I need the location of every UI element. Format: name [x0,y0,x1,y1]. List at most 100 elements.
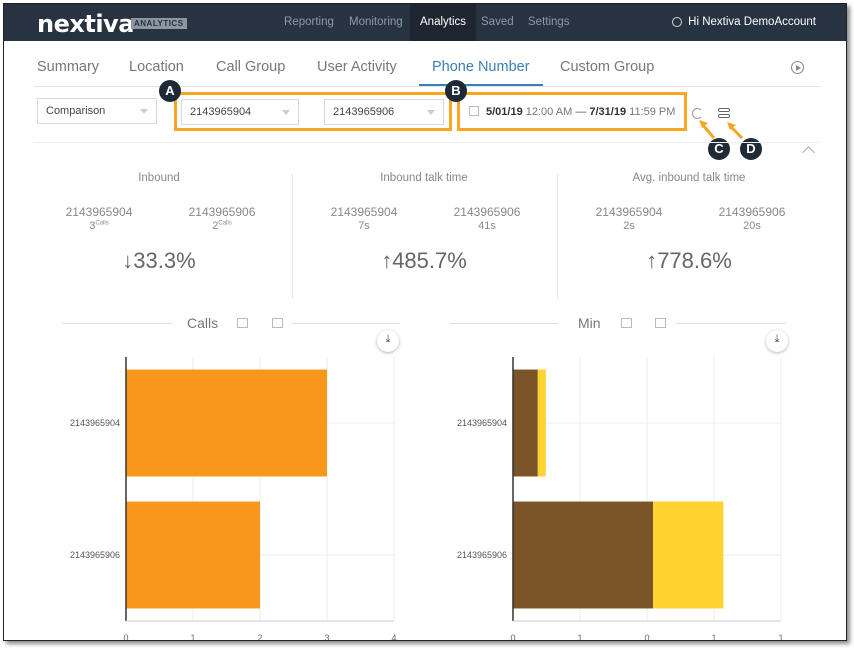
top-nav: nextiva ANALYTICS Reporting Monitoring A… [4,4,846,41]
logo-badge: ANALYTICS [131,18,187,29]
tab-user-activity[interactable]: User Activity [317,59,397,75]
stat-a-value: 7s [358,220,370,232]
bar [126,369,327,477]
nav-analytics[interactable]: Analytics [410,4,477,41]
x-tick-label: 4 [391,633,396,640]
stat-change: ↓33.3% [122,248,196,273]
refresh-icon[interactable] [692,108,703,119]
phone-number-a-select[interactable]: 2143965904 [181,99,299,125]
stat-a-value: 2s [623,220,635,232]
min-chart-title: Min [578,315,601,331]
tabs-divider [34,86,820,87]
download-icon[interactable] [766,330,788,352]
stats-divider [292,174,293,299]
chart-header-line [676,323,786,324]
callout-arrows [699,120,744,140]
stat-b-number: 2143965906 [718,205,786,219]
x-tick-label: 3 [324,633,329,640]
time-end: 11:59 PM [629,106,676,118]
active-tab-indicator [419,84,543,86]
nav-saved[interactable]: Saved [481,16,514,28]
stats-divider [557,174,558,299]
expand-icon[interactable] [655,318,666,328]
date-range-picker[interactable]: 5/01/19 12:00 AM — 7/31/19 11:59 PM [486,106,675,118]
user-menu[interactable]: Hi Nextiva DemoAccount [672,4,816,41]
chart-header-line [62,323,172,324]
logo: nextiva [37,10,134,38]
arrow-up-icon: ↑ [646,248,658,273]
nav-monitoring[interactable]: Monitoring [349,16,403,28]
chart-header-line [450,323,558,324]
callout-badge-d: D [740,138,762,160]
filters-divider [34,142,820,143]
arrow-up-icon: ↑ [381,248,393,273]
callout-box-a [174,92,452,131]
min-chart: 0 1 0 1 1 2143965904 2143965906 [457,357,784,640]
toggle-view-icon[interactable] [718,108,730,120]
x-tick-label: 1 [190,633,195,640]
chevron-down-icon [427,110,435,115]
comparison-value: Comparison [46,105,106,117]
x-tick-label: 0 [123,633,128,640]
calls-chart-title: Calls [187,315,219,331]
user-greeting: Hi Nextiva DemoAccount [688,16,816,28]
stat-b-value: 20s [743,220,761,232]
calls-chart: 0 1 2 3 4 2143965904 2143965906 [70,357,397,640]
stat-a-number: 2143965904 [595,205,663,219]
bar-chart-icon[interactable] [237,318,248,328]
nav-reporting[interactable]: Reporting [284,16,334,28]
stat-b-number: 2143965906 [188,205,256,219]
callout-box-b [457,92,687,131]
chevron-up-icon[interactable] [802,146,815,159]
bar [513,501,654,609]
gear-icon [672,17,683,27]
bar-chart-icon[interactable] [621,318,632,328]
y-tick-label: 2143965906 [70,550,120,560]
bar [653,501,724,609]
callout-badge-a: A [159,80,181,102]
x-tick-label: 1 [778,633,783,640]
stat-title: Inbound talk time [380,172,468,184]
date-end: 7/31/19 [589,106,627,118]
x-tick-label: 1 [577,633,582,640]
x-tick-label: 1 [711,633,716,640]
stat-change: ↑778.6% [646,248,732,273]
date-separator: — [575,106,587,118]
tab-location[interactable]: Location [129,59,184,75]
date-start: 5/01/19 [486,106,523,118]
phone-number-b-value: 2143965906 [333,106,395,118]
chevron-down-icon [282,110,290,115]
nav-settings[interactable]: Settings [528,16,570,28]
callout-badge-c: C [708,138,730,160]
x-tick-label: 0 [644,633,649,640]
chevron-down-icon [140,109,148,114]
callout-badge-b: B [445,80,467,102]
phone-number-b-select[interactable]: 2143965906 [324,99,444,125]
download-icon[interactable] [377,330,399,352]
tab-summary[interactable]: Summary [37,59,100,75]
stat-b-value: 2Calls [212,220,232,232]
comparison-select[interactable]: Comparison [37,98,157,124]
bar [126,501,260,609]
arrow-down-icon: ↓ [122,248,134,273]
tab-call-group[interactable]: Call Group [216,59,286,75]
stat-a-number: 2143965904 [65,205,133,219]
time-start: 12:00 AM [525,106,573,118]
play-icon[interactable] [791,61,804,74]
stat-b-number: 2143965906 [453,205,521,219]
y-tick-label: 2143965904 [457,418,507,428]
x-tick-label: 2 [257,633,262,640]
stat-title: Inbound [138,172,180,184]
calendar-icon [469,106,479,116]
expand-icon[interactable] [272,318,283,328]
y-tick-label: 2143965906 [457,550,507,560]
y-tick-label: 2143965904 [70,418,120,428]
app-window: nextiva ANALYTICS Reporting Monitoring A… [3,3,847,641]
phone-number-a-value: 2143965904 [190,106,252,118]
x-tick-label: 0 [510,633,515,640]
tab-phone-number[interactable]: Phone Number [432,59,530,75]
chart-header-line [292,323,400,324]
stat-a-number: 2143965904 [330,205,398,219]
stat-change: ↑485.7% [381,248,467,273]
tab-custom-group[interactable]: Custom Group [560,59,655,75]
